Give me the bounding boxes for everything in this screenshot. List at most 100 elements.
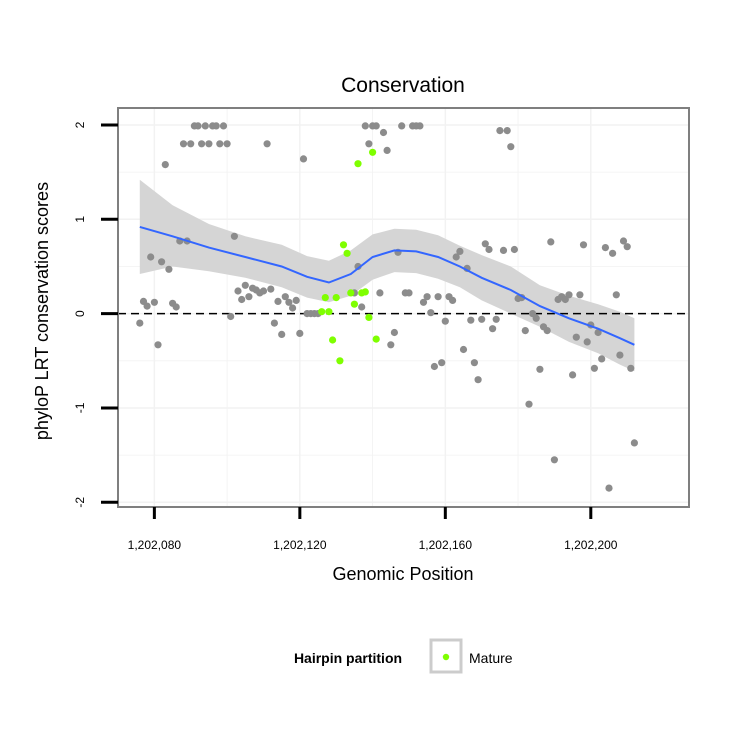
data-point: [543, 327, 551, 335]
data-point: [278, 330, 286, 338]
data-point: [143, 302, 151, 310]
data-point: [296, 329, 304, 337]
chart-title: Conservation: [341, 74, 465, 97]
data-point: [416, 122, 424, 130]
data-point: [299, 155, 308, 163]
data-point: [569, 371, 577, 379]
legend-title: Hairpin partition: [294, 650, 402, 666]
data-point: [630, 439, 639, 447]
data-point: [223, 140, 231, 148]
data-point: [161, 161, 169, 169]
mature-data-point: [329, 336, 337, 344]
data-point: [525, 400, 533, 408]
data-point: [430, 362, 438, 371]
data-point: [478, 315, 486, 323]
smooth-line-layer: [139, 225, 635, 346]
mature-data-point: [339, 241, 348, 249]
data-point: [259, 287, 268, 295]
data-point: [387, 341, 395, 349]
data-point: [547, 238, 555, 246]
axes-layer: 1,202,080 1,202,120 1,202,160 1,202,200 -2 -1…: [73, 121, 618, 552]
x-tick-label: 1,202,120: [273, 538, 327, 552]
data-point: [285, 298, 293, 306]
confidence-band: [139, 179, 635, 372]
data-point: [379, 128, 388, 137]
data-point: [550, 456, 559, 464]
data-point: [150, 298, 158, 306]
data-point: [499, 246, 508, 254]
data-point: [361, 122, 369, 130]
data-point: [459, 345, 468, 354]
data-point: [292, 296, 300, 304]
smooth-line: [139, 225, 635, 346]
panel-border-layer: [117, 107, 690, 508]
data-point: [405, 289, 413, 297]
data-point: [274, 297, 282, 305]
x-tick-label: 1,202,200: [564, 538, 618, 552]
data-point: [619, 237, 628, 245]
data-point: [474, 376, 482, 384]
data-point: [238, 295, 246, 304]
panel-border: [117, 107, 690, 508]
data-point: [452, 253, 460, 261]
data-point: [365, 140, 373, 148]
data-point: [154, 341, 162, 349]
legend-label-mature: Mature: [469, 650, 513, 666]
data-point: [590, 364, 599, 372]
data-point: [627, 364, 635, 372]
data-point: [470, 359, 478, 367]
data-point: [267, 285, 275, 293]
y-tick-label: -2: [73, 497, 87, 508]
data-point: [612, 291, 620, 299]
data-point: [609, 249, 617, 257]
data-point: [579, 241, 588, 249]
data-point: [485, 245, 493, 254]
data-point: [216, 140, 224, 148]
data-point: [172, 303, 180, 311]
data-point: [510, 245, 518, 254]
data-point: [198, 140, 206, 148]
data-point: [427, 309, 435, 317]
mature-data-point: [325, 308, 333, 316]
data-point: [598, 355, 606, 363]
data-point: [449, 296, 457, 304]
mature-data-point: [361, 288, 369, 296]
y-axis-title: phyloP LRT conservation scores: [32, 182, 52, 440]
data-point: [489, 325, 497, 333]
mature-data-point: [350, 300, 358, 308]
data-point: [372, 122, 380, 130]
data-point: [390, 328, 398, 337]
data-point: [419, 298, 428, 306]
data-point: [601, 244, 610, 252]
y-tick-label: 1: [73, 216, 87, 223]
y-tick-label: -1: [73, 402, 87, 413]
data-point: [376, 289, 384, 297]
data-point: [245, 293, 253, 301]
data-point: [383, 146, 391, 154]
data-point: [583, 338, 591, 346]
data-point: [616, 351, 624, 359]
legend-key-mature: [442, 653, 450, 661]
mature-data-point: [372, 335, 380, 343]
confidence-band-layer: [139, 179, 635, 372]
data-point: [507, 143, 515, 151]
data-point: [565, 291, 573, 299]
data-point: [536, 365, 544, 373]
data-point: [398, 122, 406, 130]
mature-data-point: [318, 308, 326, 316]
x-tick-label: 1,202,080: [128, 538, 182, 552]
y-tick-label: 0: [73, 310, 87, 317]
data-point: [241, 281, 249, 289]
data-point: [187, 140, 195, 148]
data-point: [230, 232, 238, 240]
data-point: [503, 127, 511, 135]
x-tick-label: 1,202,160: [419, 538, 473, 552]
data-point: [354, 262, 362, 271]
data-point: [205, 140, 213, 148]
data-point: [147, 253, 155, 261]
data-point: [481, 240, 489, 248]
data-point: [594, 328, 602, 337]
legend-key-box: [429, 638, 463, 674]
data-point: [234, 287, 242, 295]
